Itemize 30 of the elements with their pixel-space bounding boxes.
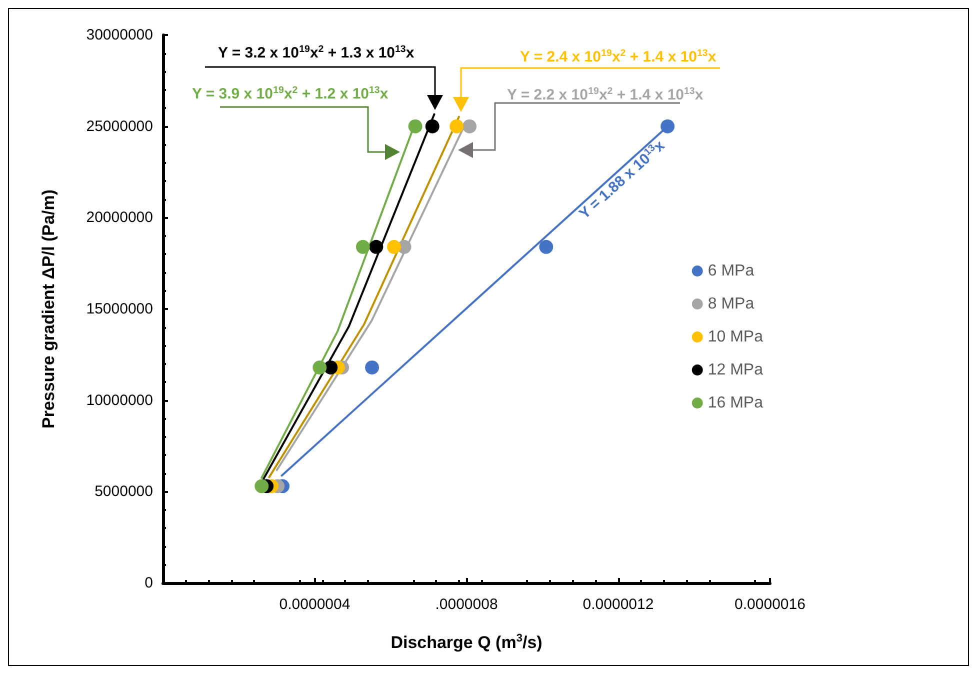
x-tick-label: 0.0000016 — [734, 596, 806, 613]
legend-label: 8 MPa — [708, 296, 754, 312]
point — [408, 119, 422, 134]
point — [254, 479, 269, 494]
y-tick-label: 5000000 — [94, 483, 153, 500]
y-axis-title: Pressure gradient ΔP/l (Pa/m) — [39, 190, 58, 428]
point — [369, 240, 384, 254]
y-tick-label: 25000000 — [86, 118, 153, 135]
point — [365, 360, 380, 374]
x-tick-label: .0000008 — [435, 596, 498, 613]
legend-label: 10 MPa — [708, 328, 764, 346]
y-tick-label: 20000000 — [86, 209, 153, 226]
point — [450, 119, 464, 134]
legend-label: 6 MPa — [708, 262, 754, 280]
y-tick-label: 10000000 — [86, 392, 153, 409]
y-tick-label: 0 — [144, 574, 153, 592]
point — [539, 240, 554, 254]
point — [387, 240, 402, 254]
x-tick-label: 0.0000004 — [279, 596, 350, 613]
y-tick-label: 15000000 — [86, 300, 153, 318]
y-tick-label: 30000000 — [86, 26, 153, 44]
annotation: Y = 1.88 x 1013x — [576, 136, 669, 223]
point — [660, 119, 675, 134]
point — [462, 119, 477, 134]
x-tick-label: 0.0000012 — [582, 596, 654, 613]
point — [356, 240, 370, 254]
point — [425, 119, 440, 134]
legend-label: 16 MPa — [708, 394, 764, 412]
point — [312, 360, 327, 374]
legend-label: 12 MPa — [708, 362, 764, 378]
